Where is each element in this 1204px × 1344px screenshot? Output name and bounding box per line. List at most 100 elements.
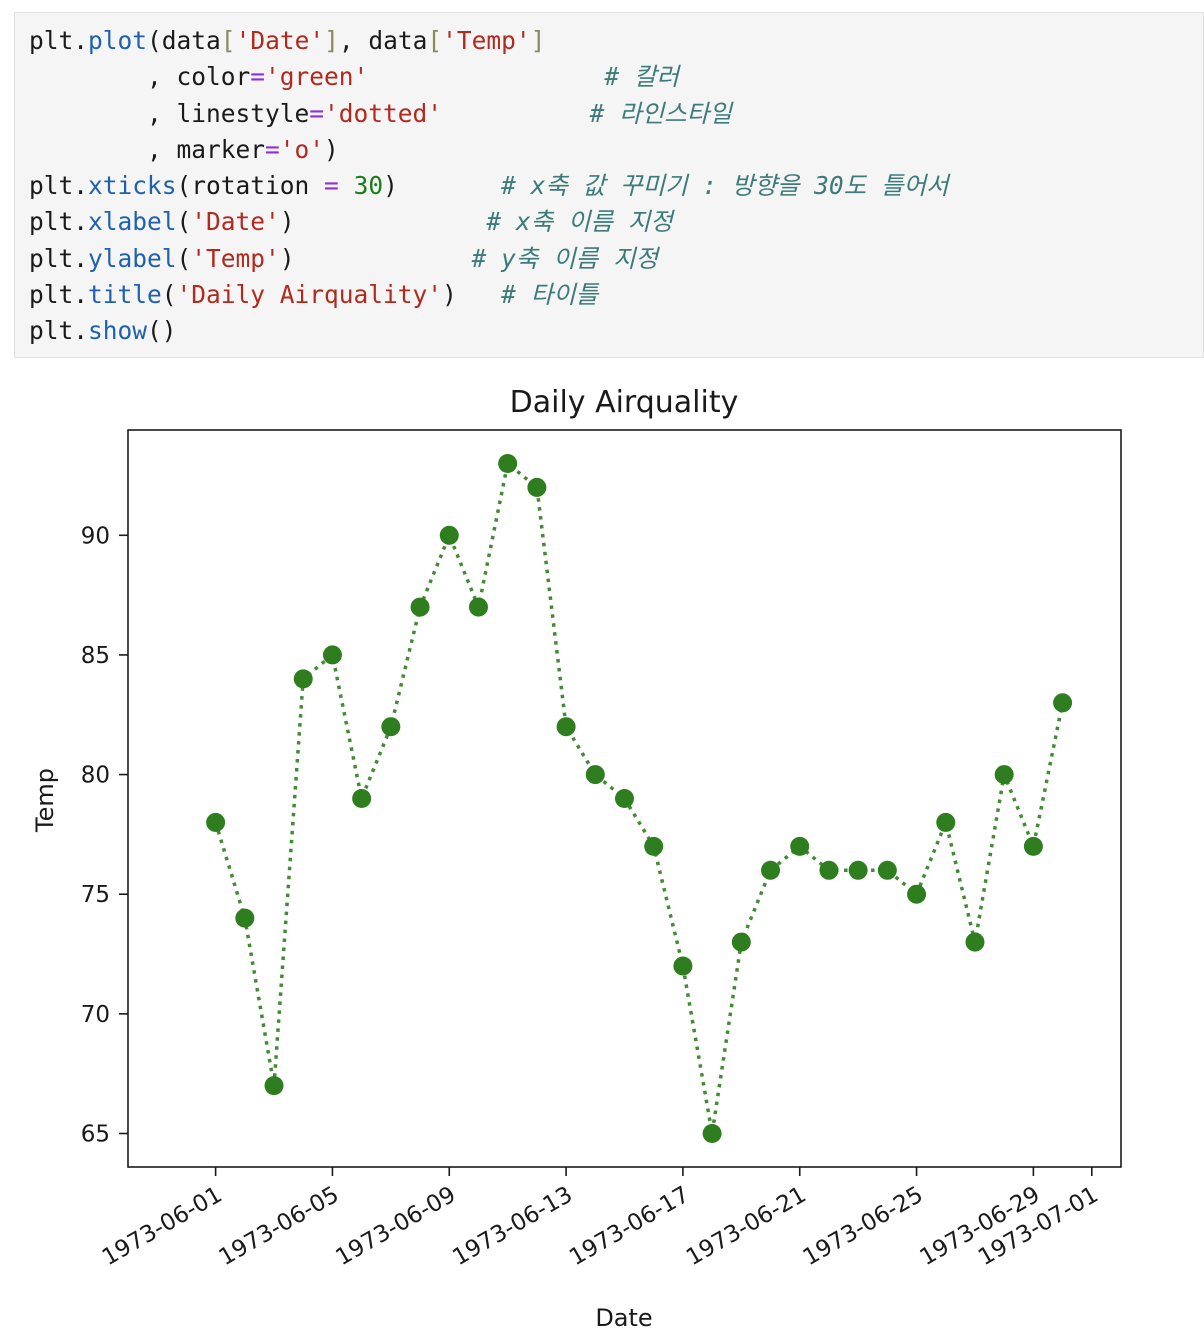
data-point [527, 477, 547, 497]
code-token: plt. [29, 171, 89, 201]
data-point [381, 717, 401, 737]
x-tick-label: 1973-06-09 [332, 1182, 461, 1271]
data-point [498, 454, 518, 473]
code-token: 'Daily Airquality' [176, 280, 443, 310]
code-line: plt.plot(data['Date'], data['Temp'] [29, 26, 545, 55]
code-line: plt.xlabel('Date') # x축 이름 지정 [29, 207, 673, 236]
data-point [352, 789, 372, 808]
code-token: 'Date' [235, 26, 325, 55]
code-token: 30 [353, 171, 384, 201]
code-token: plt. [29, 26, 89, 55]
code-token: # 타이틀 [501, 280, 599, 310]
data-point [1023, 836, 1043, 856]
code-token: = [265, 134, 280, 164]
data-point [907, 884, 927, 904]
code-token: [ [427, 26, 443, 55]
data-point [322, 645, 342, 665]
chart-title: Daily Airquality [510, 385, 739, 420]
data-point [439, 525, 459, 545]
code-token: # x축 이름 지정 [486, 207, 673, 237]
data-point [644, 836, 664, 856]
code-line: plt.xticks(rotation = 30) # x축 값 꾸미기 : 방… [29, 171, 949, 200]
code-token: , linestyle [29, 98, 310, 128]
x-axis-label: Date [595, 1304, 652, 1332]
code-token: ) [383, 171, 502, 201]
code-token: (data [147, 26, 221, 55]
code-line: plt.show() [29, 316, 177, 345]
y-tick-label: 90 [81, 523, 110, 549]
code-token: 'Date' [191, 207, 280, 237]
data-point [556, 717, 576, 737]
y-axis: 65 70 75 80 85 90 [81, 523, 128, 1148]
data-point [936, 812, 956, 832]
code-token: ( [176, 243, 192, 273]
code-token: # x축 값 꾸미기 : 방향을 30도 틀어서 [501, 171, 949, 201]
code-token: ( [176, 207, 192, 237]
y-tick-label: 75 [81, 882, 110, 908]
code-token: # y축 이름 지정 [471, 243, 659, 273]
data-point [877, 860, 897, 880]
code-token: () [147, 316, 177, 346]
x-tick-label: 1973-06-17 [565, 1182, 694, 1271]
code-token: plt. [29, 207, 89, 237]
data-point [673, 956, 693, 976]
x-tick-label: 1973-06-05 [215, 1182, 344, 1271]
code-token: , color [29, 62, 251, 92]
y-tick-label: 80 [81, 763, 110, 789]
code-token: [ [220, 26, 236, 55]
code-line: plt.ylabel('Temp') # y축 이름 지정 [29, 244, 658, 273]
y-axis-label: Temp [31, 768, 59, 833]
code-token: = [324, 171, 339, 201]
code-token: plt. [29, 316, 89, 346]
code-line: , color='green' # 칼러 [29, 62, 679, 91]
code-token: ] [530, 26, 546, 55]
data-point [790, 836, 810, 856]
code-token: # 칼러 [604, 62, 679, 92]
data-point [468, 597, 488, 617]
data-point [731, 932, 751, 952]
data-point [615, 789, 634, 808]
x-tick-label: 1973-06-13 [448, 1182, 577, 1271]
code-token: # 라인스타일 [589, 98, 732, 128]
data-point [994, 765, 1014, 785]
y-tick-label: 85 [81, 643, 110, 669]
code-token: 'o' [279, 134, 325, 164]
plot-area [127, 429, 1122, 1168]
x-tick-label: 1973-06-21 [682, 1182, 811, 1271]
data-point [585, 765, 605, 785]
data-point [264, 1076, 284, 1096]
code-token: title [88, 280, 162, 310]
code-token: = [309, 98, 325, 128]
data-point [410, 597, 430, 617]
code-token: xlabel [88, 207, 177, 237]
code-token: 'Temp' [191, 243, 280, 273]
code-token: ) [442, 280, 502, 310]
code-token: , data [338, 26, 428, 55]
code-token: = [250, 62, 266, 92]
code-token: ) [279, 243, 472, 273]
data-point [819, 860, 839, 880]
series-markers [206, 454, 1073, 1143]
code-token: 'green' [265, 62, 369, 92]
code-block: plt.plot(data['Date'], data['Temp'] , co… [15, 13, 1203, 350]
data-point [206, 812, 226, 832]
x-axis: 1973-06-011973-06-051973-06-091973-06-13… [98, 1167, 1103, 1271]
x-tick-label: 1973-06-01 [98, 1182, 227, 1271]
code-cell[interactable]: plt.plot(data['Date'], data['Temp'] , co… [14, 12, 1204, 358]
code-token: (rotation [176, 171, 325, 201]
data-point [293, 669, 313, 689]
x-tick-label: 1973-06-25 [799, 1182, 928, 1271]
code-token: 'dotted' [324, 98, 443, 128]
code-token: 'Temp' [442, 26, 531, 55]
data-point [848, 860, 868, 880]
data-point [1053, 693, 1073, 713]
code-line: , linestyle='dotted' # 라인스타일 [29, 99, 732, 128]
y-tick-label: 70 [81, 1002, 110, 1028]
y-tick-label: 65 [81, 1122, 110, 1148]
code-token: plt. [29, 280, 89, 310]
code-token: ( [161, 280, 177, 310]
code-token: ) [279, 207, 487, 237]
code-token: , marker [29, 134, 266, 164]
data-point [965, 932, 985, 952]
